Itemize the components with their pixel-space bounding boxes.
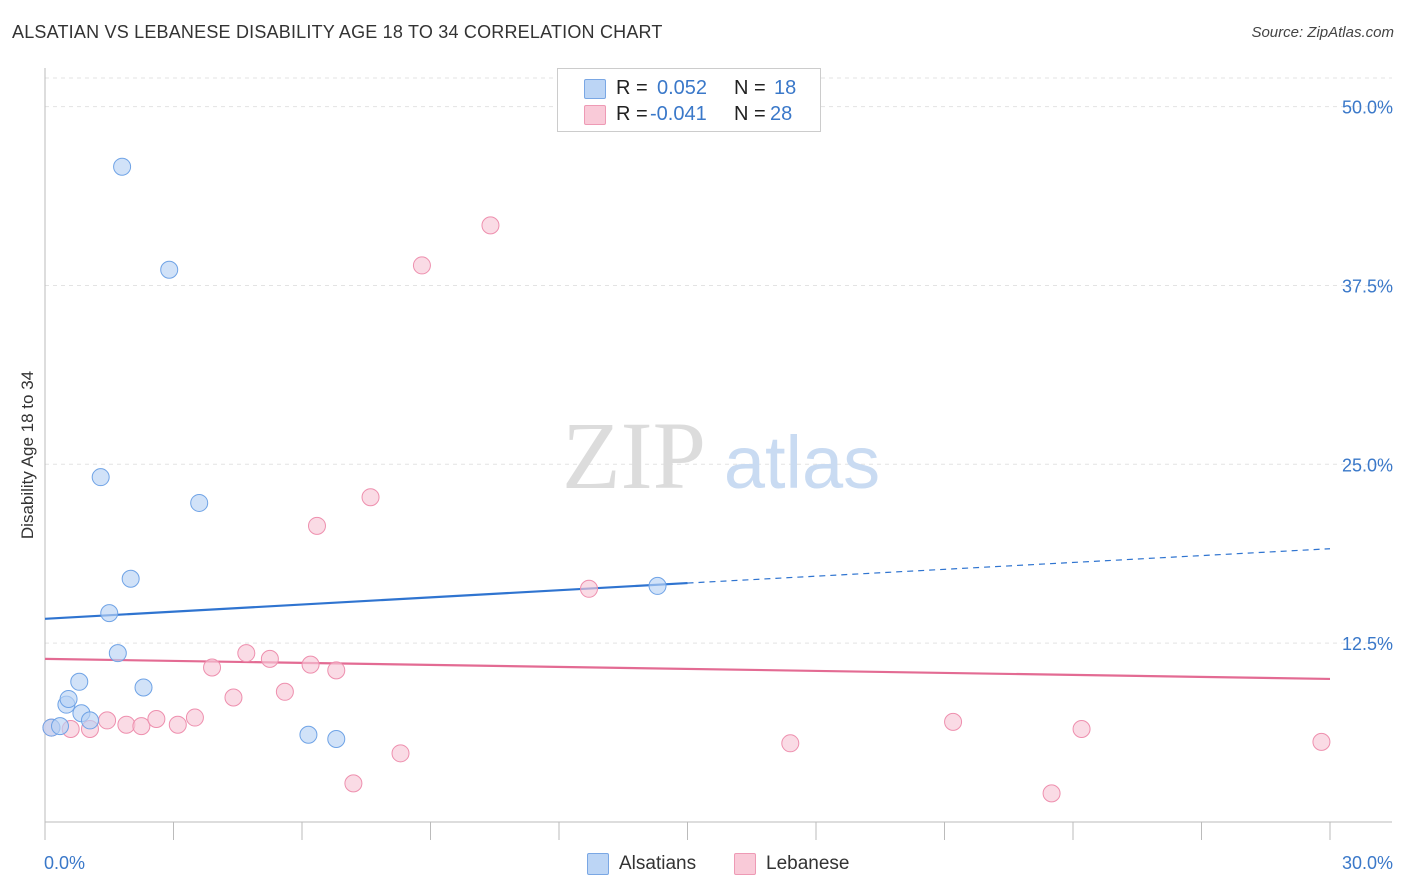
bottom-legend-label-alsatians: Alsatians xyxy=(619,853,697,874)
point-lebanese xyxy=(781,734,800,753)
point-lebanese xyxy=(260,649,279,668)
trend-lines xyxy=(44,548,1331,681)
chart-title: ALSATIAN VS LEBANESE DISABILITY AGE 18 T… xyxy=(12,22,663,42)
point-lebanese xyxy=(481,216,500,235)
point-lebanese xyxy=(412,256,431,275)
y-axis-label: Disability Age 18 to 34 xyxy=(18,370,37,540)
point-alsatians xyxy=(70,672,89,691)
watermark-atlas: atlas xyxy=(724,421,880,504)
point-alsatians xyxy=(160,260,179,279)
legend-r-value: 0.052 xyxy=(657,77,708,99)
bottom-legend-alsatians: Alsatians xyxy=(587,852,727,878)
watermark: ZIP atlas xyxy=(562,402,880,509)
y-tick-label: 37.5% xyxy=(1342,276,1393,296)
point-alsatians xyxy=(648,576,667,595)
point-lebanese xyxy=(391,744,410,763)
legend-row-lebanese: R = -0.041 N = 28 xyxy=(558,101,820,127)
point-alsatians xyxy=(108,644,127,663)
point-lebanese xyxy=(1072,720,1091,738)
legend-row-alsatians: R = 0.052 N = 18 xyxy=(558,75,820,101)
point-alsatians xyxy=(50,717,69,736)
legend-r-label: R = xyxy=(616,77,648,99)
point-lebanese xyxy=(224,688,243,707)
y-tick-label: 12.5% xyxy=(1342,634,1393,654)
tick-labels: 12.5% 25.0% 37.5% 50.0% 0.0% 30.0% xyxy=(44,98,1393,873)
point-alsatians xyxy=(100,604,119,623)
y-tick-label: 25.0% xyxy=(1342,455,1393,475)
trend-line-lebanese xyxy=(44,657,1331,681)
point-lebanese xyxy=(327,661,346,680)
data-points xyxy=(42,157,1331,803)
point-lebanese xyxy=(147,709,166,728)
correlation-legend: R = 0.052 N = 18 R = -0.041 N = 28 xyxy=(557,68,821,132)
point-lebanese xyxy=(1312,732,1331,751)
point-alsatians xyxy=(80,711,99,730)
source-label: Source: ZipAtlas.com xyxy=(1251,24,1394,41)
point-lebanese xyxy=(168,715,187,734)
bottom-legend-lebanese: Lebanese xyxy=(734,852,874,878)
point-lebanese xyxy=(579,579,598,598)
trend-line-alsatians-extension xyxy=(687,548,1331,584)
point-lebanese xyxy=(203,658,222,677)
point-alsatians xyxy=(91,468,110,487)
point-alsatians xyxy=(190,493,209,512)
point-alsatians xyxy=(327,730,346,749)
grid-lines xyxy=(45,77,1392,644)
point-alsatians xyxy=(113,157,132,176)
legend-swatch-alsatians xyxy=(584,79,606,99)
point-lebanese xyxy=(237,644,256,663)
point-lebanese xyxy=(185,708,204,727)
point-lebanese xyxy=(98,711,117,730)
bottom-legend-swatch-lebanese xyxy=(734,853,756,875)
legend-swatch-lebanese xyxy=(584,105,606,125)
x-tick-label: 30.0% xyxy=(1342,853,1393,873)
x-tick-label: 0.0% xyxy=(44,853,85,873)
point-lebanese xyxy=(117,715,136,734)
point-alsatians xyxy=(299,725,318,744)
point-lebanese xyxy=(344,774,363,793)
legend-r-label: R = xyxy=(616,103,648,125)
point-lebanese xyxy=(944,712,963,731)
point-alsatians xyxy=(134,678,153,697)
point-lebanese xyxy=(132,717,151,736)
point-lebanese xyxy=(301,655,320,674)
legend-n-value: 18 xyxy=(774,77,797,99)
legend-n-value: 28 xyxy=(770,103,793,125)
point-lebanese xyxy=(275,682,294,701)
bottom-legend-swatch-alsatians xyxy=(587,853,609,875)
legend-n-label: N = xyxy=(734,77,766,99)
legend-r-value: -0.041 xyxy=(650,103,707,125)
y-tick-label: 50.0% xyxy=(1342,98,1393,118)
point-alsatians xyxy=(121,569,140,588)
legend-n-label: N = xyxy=(734,103,766,125)
axes xyxy=(44,68,1392,840)
point-lebanese xyxy=(361,488,380,507)
point-lebanese xyxy=(307,516,326,535)
point-alsatians xyxy=(59,689,78,708)
watermark-zip: ZIP xyxy=(562,402,706,509)
point-lebanese xyxy=(1042,784,1061,803)
bottom-legend-label-lebanese: Lebanese xyxy=(766,853,850,874)
